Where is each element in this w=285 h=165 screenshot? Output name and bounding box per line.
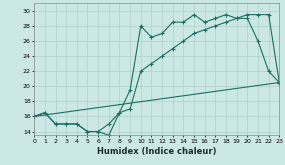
X-axis label: Humidex (Indice chaleur): Humidex (Indice chaleur) [97, 147, 217, 156]
